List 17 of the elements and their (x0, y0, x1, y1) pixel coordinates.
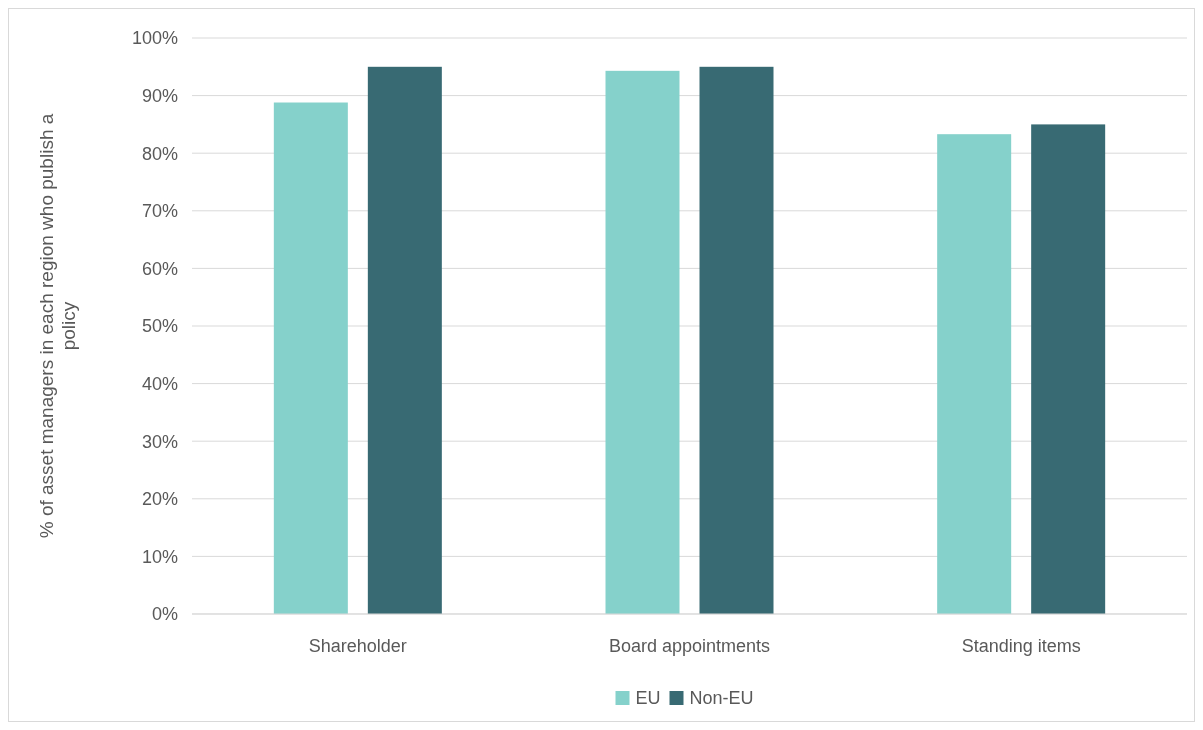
legend-label: EU (635, 688, 661, 709)
y-tick-label: 100% (131, 28, 178, 49)
y-tick-label: 60% (141, 258, 178, 279)
y-tick-label: 90% (141, 85, 178, 106)
y-tick-label: 40% (141, 373, 178, 394)
x-tick-label: Standing items (961, 636, 1081, 656)
y-tick-label: 0% (151, 604, 178, 625)
legend-label: Non-EU (689, 688, 754, 709)
y-tick-label: 20% (141, 489, 178, 510)
y-tick-label: 30% (141, 431, 178, 452)
y-tick-label: 50% (141, 316, 178, 337)
y-axis-title: % of asset managers in each region who publish a policy (35, 113, 80, 539)
y-tick-label: 80% (141, 143, 178, 164)
y-tick-label: 10% (141, 546, 178, 567)
y-tick-label: 70% (141, 201, 178, 222)
x-tick-label: Shareholder (308, 636, 407, 656)
x-tick-label: Board appointments (608, 636, 771, 656)
